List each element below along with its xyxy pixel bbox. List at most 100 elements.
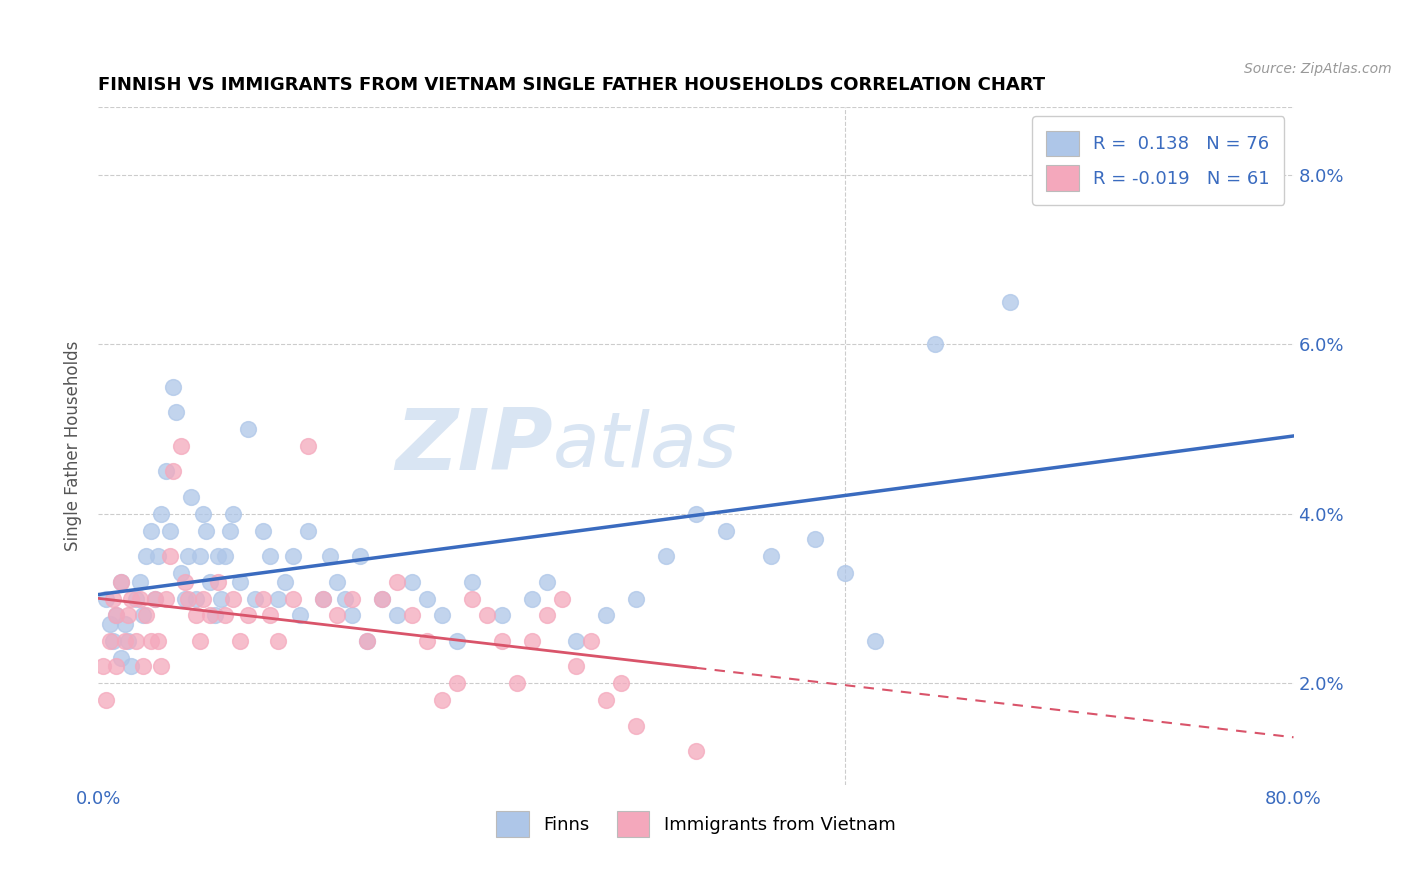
Y-axis label: Single Father Households: Single Father Households xyxy=(65,341,83,551)
Point xyxy=(162,464,184,478)
Point xyxy=(655,549,678,564)
Point xyxy=(103,633,125,648)
Text: atlas: atlas xyxy=(553,409,737,483)
Point xyxy=(159,549,181,564)
Point xyxy=(288,608,311,623)
Point xyxy=(267,591,290,606)
Point xyxy=(401,574,423,589)
Point xyxy=(430,693,453,707)
Point xyxy=(110,574,132,589)
Point xyxy=(180,490,202,504)
Point xyxy=(259,608,281,623)
Point xyxy=(536,574,558,589)
Point xyxy=(416,633,439,648)
Point xyxy=(536,608,558,623)
Point xyxy=(91,659,114,673)
Point xyxy=(110,651,132,665)
Point xyxy=(356,633,378,648)
Point xyxy=(117,633,139,648)
Point xyxy=(236,422,259,436)
Text: Source: ZipAtlas.com: Source: ZipAtlas.com xyxy=(1244,62,1392,77)
Point xyxy=(319,549,342,564)
Point xyxy=(209,591,232,606)
Point xyxy=(162,379,184,393)
Point xyxy=(105,608,128,623)
Point xyxy=(342,608,364,623)
Point xyxy=(401,608,423,623)
Point xyxy=(191,507,214,521)
Point xyxy=(446,676,468,690)
Point xyxy=(565,659,588,673)
Point xyxy=(132,659,155,673)
Point xyxy=(610,676,633,690)
Point xyxy=(188,633,211,648)
Point xyxy=(229,574,252,589)
Point xyxy=(207,574,229,589)
Point xyxy=(550,591,572,606)
Point xyxy=(506,676,529,690)
Point xyxy=(222,507,245,521)
Point xyxy=(148,633,170,648)
Point xyxy=(110,574,132,589)
Point xyxy=(105,659,128,673)
Point xyxy=(105,608,128,623)
Point xyxy=(685,507,707,521)
Point xyxy=(333,591,356,606)
Point xyxy=(297,524,319,538)
Point xyxy=(114,633,136,648)
Point xyxy=(214,608,236,623)
Text: FINNISH VS IMMIGRANTS FROM VIETNAM SINGLE FATHER HOUSEHOLDS CORRELATION CHART: FINNISH VS IMMIGRANTS FROM VIETNAM SINGL… xyxy=(98,77,1046,95)
Point xyxy=(98,617,122,632)
Point xyxy=(139,524,162,538)
Point xyxy=(184,591,207,606)
Point xyxy=(200,574,222,589)
Point xyxy=(195,524,218,538)
Point xyxy=(714,524,737,538)
Point xyxy=(595,693,617,707)
Point xyxy=(998,294,1021,309)
Point xyxy=(139,633,162,648)
Point xyxy=(267,633,290,648)
Point xyxy=(135,608,157,623)
Point xyxy=(349,549,371,564)
Point xyxy=(229,633,252,648)
Point xyxy=(184,608,207,623)
Point xyxy=(120,591,142,606)
Point xyxy=(461,591,484,606)
Point xyxy=(924,337,946,351)
Point xyxy=(125,633,148,648)
Text: ZIP: ZIP xyxy=(395,404,553,488)
Point xyxy=(252,524,274,538)
Point xyxy=(169,566,191,580)
Point xyxy=(865,633,887,648)
Point xyxy=(274,574,297,589)
Point xyxy=(155,464,177,478)
Point xyxy=(143,591,166,606)
Point xyxy=(326,574,349,589)
Point xyxy=(188,549,211,564)
Point xyxy=(834,566,856,580)
Point xyxy=(177,549,200,564)
Point xyxy=(430,608,453,623)
Point xyxy=(150,659,173,673)
Point xyxy=(326,608,349,623)
Point xyxy=(236,608,259,623)
Point xyxy=(685,744,707,758)
Point xyxy=(129,591,152,606)
Point xyxy=(245,591,267,606)
Point xyxy=(222,591,245,606)
Point xyxy=(1133,168,1156,182)
Point xyxy=(165,405,187,419)
Point xyxy=(174,574,197,589)
Point xyxy=(385,574,409,589)
Point xyxy=(804,532,827,546)
Point xyxy=(297,439,319,453)
Point xyxy=(98,633,122,648)
Point xyxy=(169,439,191,453)
Point xyxy=(214,549,236,564)
Point xyxy=(117,608,139,623)
Point xyxy=(148,549,170,564)
Point xyxy=(342,591,364,606)
Point xyxy=(281,591,304,606)
Point xyxy=(626,719,648,733)
